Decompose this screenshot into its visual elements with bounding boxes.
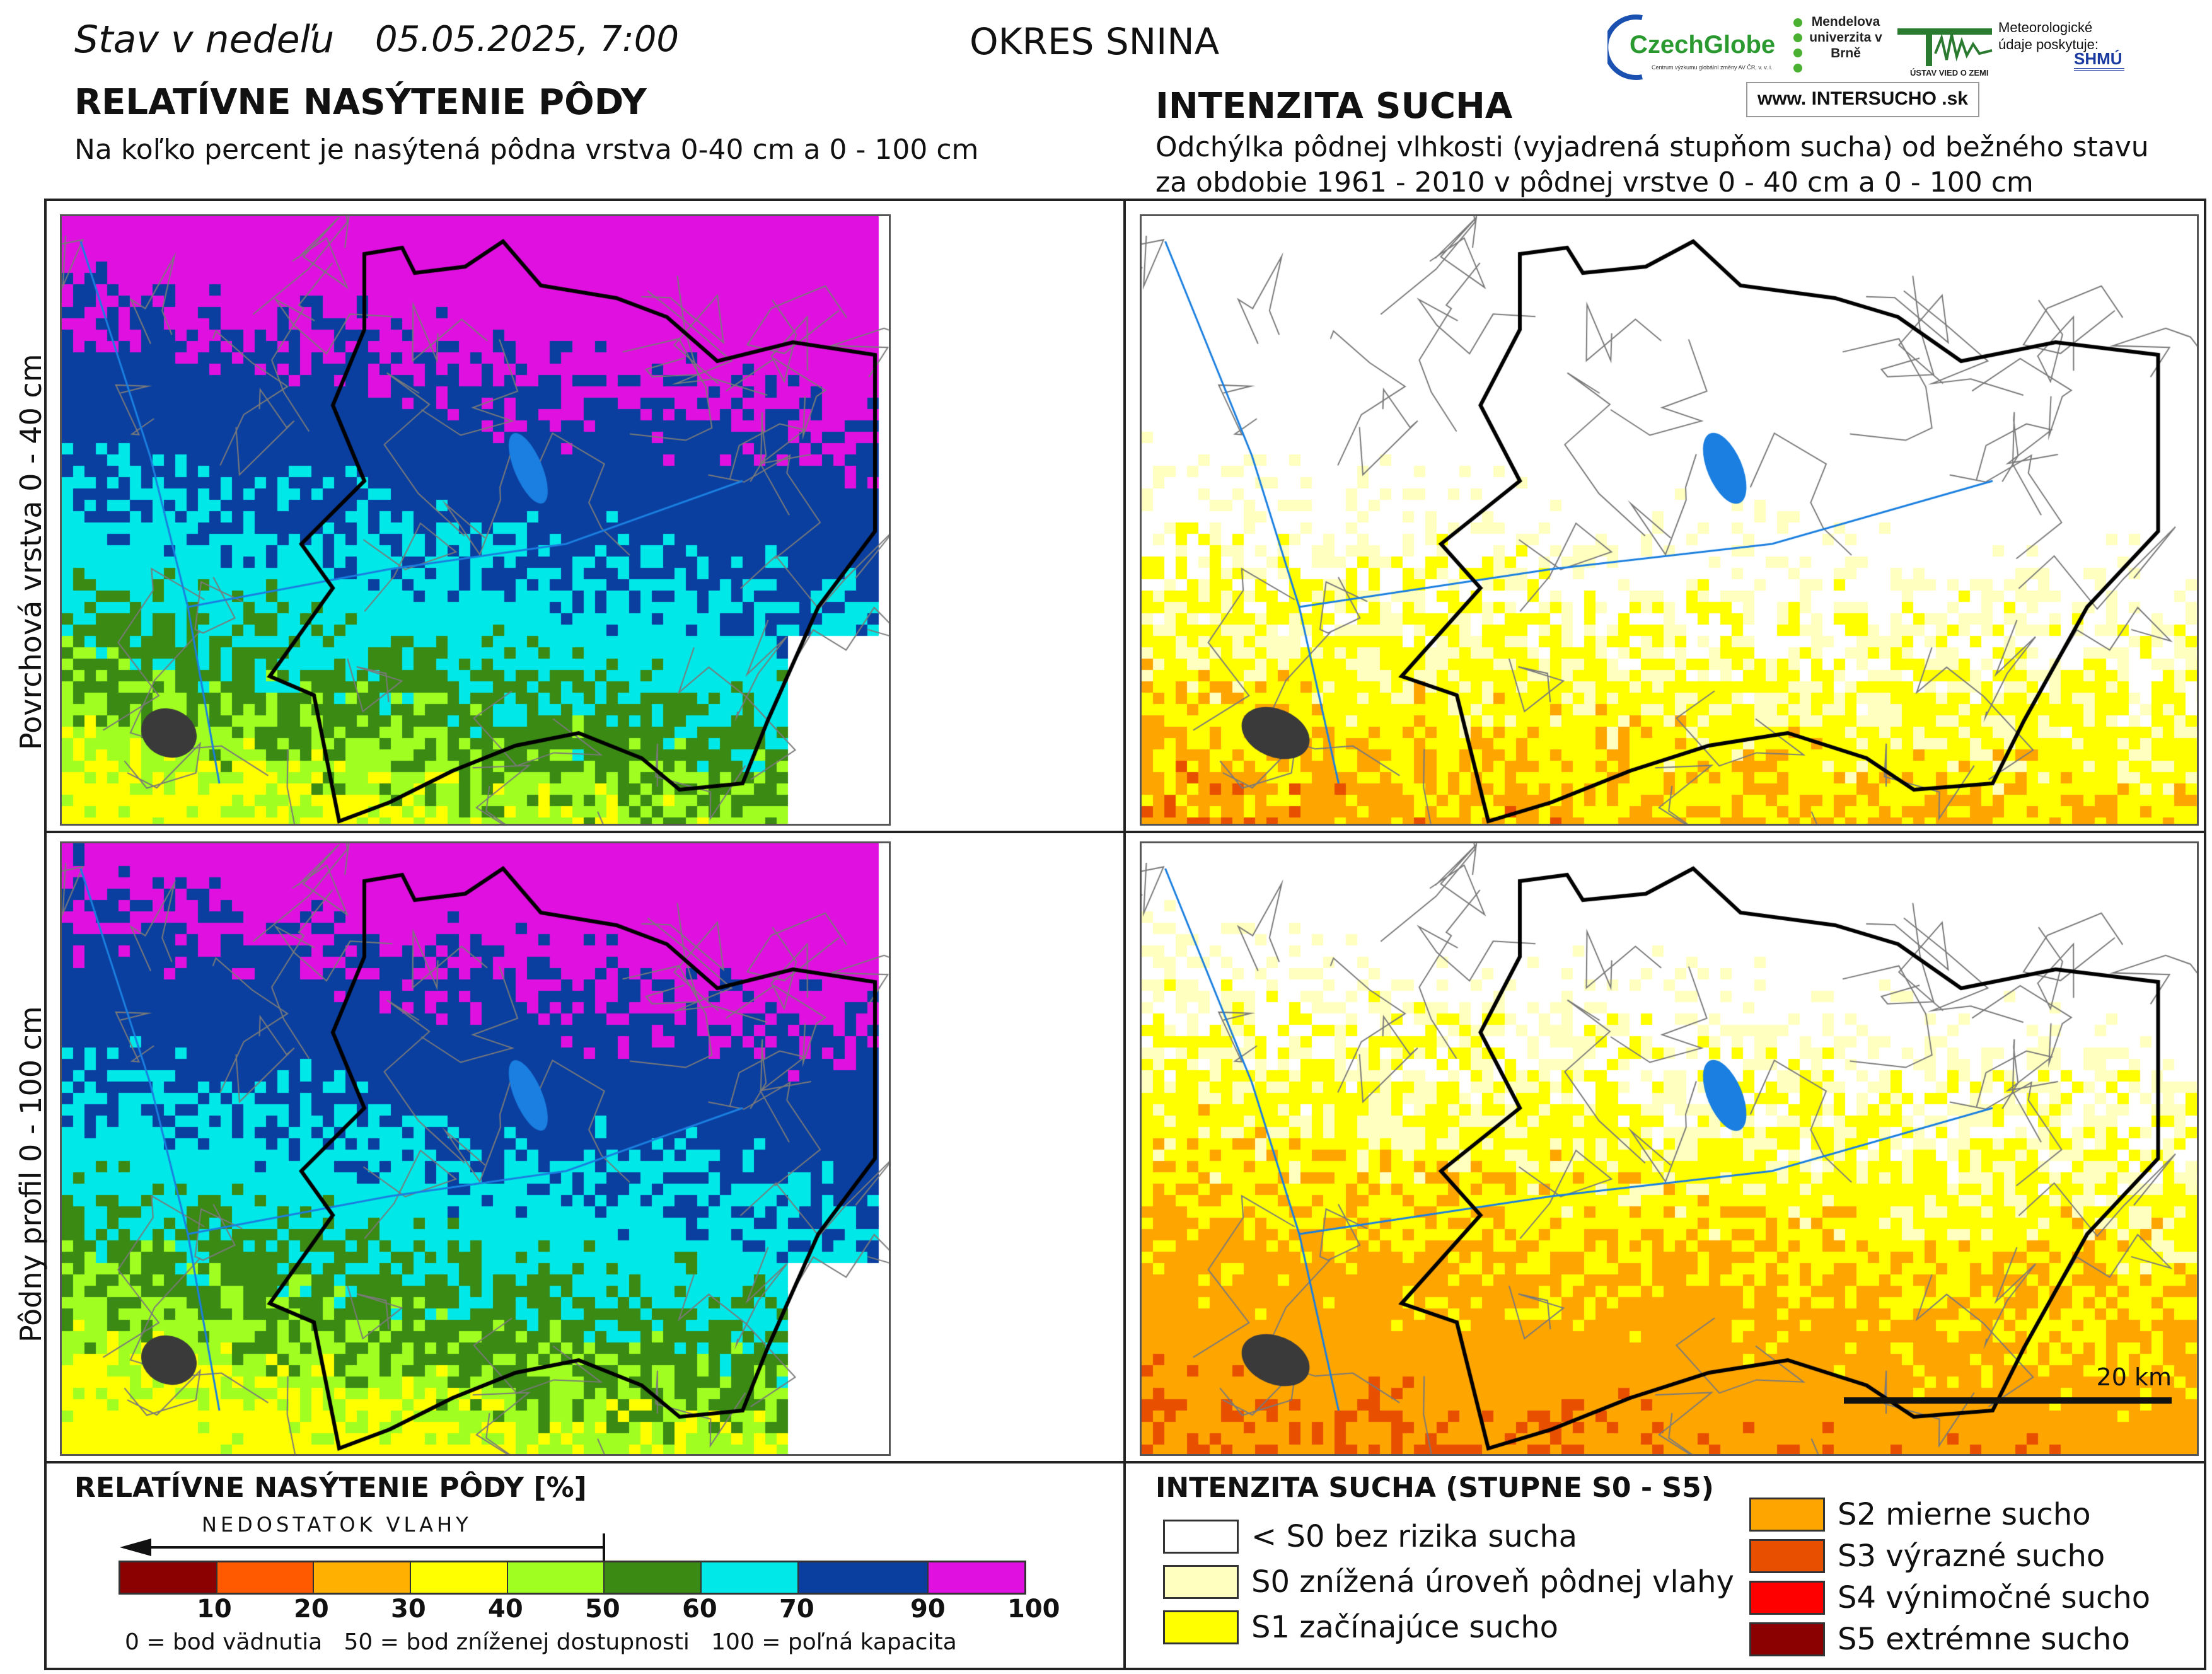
left-title: RELATÍVNE NASÝTENIE PÔDY <box>74 82 647 123</box>
colorbar-segment <box>410 1562 508 1593</box>
drought-legend-item: S4 výnimočné sucho <box>1749 1580 2150 1615</box>
map-saturation-topsoil[interactable] <box>60 214 891 826</box>
saturation-colorbar <box>119 1561 1026 1595</box>
map-drought-topsoil-canvas <box>1142 216 2197 824</box>
legend-label: < S0 bez rizika sucha <box>1251 1519 1578 1554</box>
state-label: Stav v nedeľu <box>74 18 335 62</box>
shmu-logo: SHMÚ <box>2074 49 2124 71</box>
colorbar-segment <box>507 1562 605 1593</box>
colorbar-tick-label: 100 <box>1007 1595 1060 1624</box>
colorbar-segment <box>314 1562 411 1593</box>
colorbar-segment <box>217 1562 315 1593</box>
uvoz-logo: ÚSTAV VIED O ZEMI <box>1891 19 1998 79</box>
left-subtitle: Na koľko percent je nasýtená pôdna vrstv… <box>74 134 979 166</box>
colorbar-tick-label: 70 <box>779 1595 814 1624</box>
uvoz-text: ÚSTAV VIED O ZEMI <box>1910 68 1988 78</box>
legend-label: S1 začínajúce sucho <box>1251 1610 1558 1645</box>
drought-legend-item: S3 výrazné sucho <box>1749 1538 2105 1574</box>
map-saturation-profile-canvas <box>62 843 889 1454</box>
right-subtitle-2: za obdobie 1961 - 2010 v pôdnej vrstve 0… <box>1155 166 2034 199</box>
deficit-label: NEDOSTATOK VLAHY <box>202 1513 472 1537</box>
colorbar-tick-label: 20 <box>294 1595 329 1624</box>
legend-divider <box>44 1461 2206 1463</box>
deficit-arrow <box>120 1533 605 1561</box>
drought-legend-title: INTENZITA SUCHA (STUPNE S0 - S5) <box>1155 1472 1714 1504</box>
legend-swatch <box>1749 1539 1825 1573</box>
drought-legend-item: < S0 bez rizika sucha <box>1163 1519 1577 1554</box>
colorbar-tick-label: 30 <box>391 1595 426 1624</box>
legend-label: S5 extrémne sucho <box>1838 1622 2130 1657</box>
colorbar-segment <box>605 1562 702 1593</box>
district-title: OKRES SNINA <box>970 20 1220 63</box>
legend-swatch <box>1749 1622 1825 1656</box>
scale-bar-label: 20 km <box>2096 1363 2172 1391</box>
row-label-top: Povrchová vrstva 0 - 40 cm <box>14 354 48 750</box>
scale-bar <box>1844 1397 2172 1404</box>
colorbar-segment <box>798 1562 929 1593</box>
colorbar-tick-label: 10 <box>197 1595 232 1624</box>
czechglobe-text: CzechGlobe <box>1630 31 1775 59</box>
colorbar-tick-label: 50 <box>585 1595 620 1624</box>
czechglobe-logo: CzechGlobe Centrum výzkumu globální změn… <box>1603 11 1790 81</box>
map-saturation-profile[interactable] <box>60 841 891 1456</box>
colorbar-segment <box>120 1562 217 1593</box>
colorbar-segment <box>701 1562 799 1593</box>
legend-swatch <box>1163 1520 1239 1554</box>
frame-divider <box>1123 199 1126 1670</box>
map-drought-topsoil[interactable] <box>1140 214 2199 826</box>
mendel-logo: Mendelova univerzita v Brně <box>1790 14 1885 83</box>
legend-label: S0 znížená úroveň pôdnej vlahy <box>1251 1564 1734 1600</box>
drought-legend-item: S5 extrémne sucho <box>1749 1622 2130 1657</box>
legend-swatch <box>1749 1581 1825 1615</box>
drought-legend-item: S2 mierne sucho <box>1749 1497 2091 1532</box>
intersucho-web[interactable]: www. INTERSUCHO .sk <box>1746 82 1979 117</box>
map-drought-profile-canvas <box>1142 843 2197 1454</box>
colorbar-tick-label: 40 <box>488 1595 523 1624</box>
right-subtitle-1: Odchýlka pôdnej vlhkosti (vyjadrená stup… <box>1155 131 2149 163</box>
legend-swatch <box>1163 1565 1239 1599</box>
colorbar-tick-label: 60 <box>682 1595 717 1624</box>
colorbar-tick-label: 90 <box>910 1595 946 1624</box>
legend-swatch <box>1749 1498 1825 1532</box>
mendel-text: Mendelova univerzita v Brně <box>1809 14 1882 61</box>
drought-legend-item: S1 začínajúce sucho <box>1163 1610 1558 1645</box>
saturation-ticks: 10 20 30 40 50 60 70 90 100 <box>119 1595 1060 1626</box>
meteo-label: Meteorologické údaje poskytuje: <box>1998 20 2099 52</box>
saturation-legend-title: RELATÍVNE NASÝTENIE PÔDY [%] <box>74 1472 587 1504</box>
legend-label: S2 mierne sucho <box>1838 1497 2091 1532</box>
colorbar-segment <box>929 1562 1024 1593</box>
row-label-bottom: Pôdny profil 0 - 100 cm <box>14 1006 48 1342</box>
czechglobe-sub: Centrum výzkumu globální změny AV ČR, v.… <box>1652 64 1773 71</box>
row-divider <box>44 831 2206 833</box>
legend-label: S3 výrazné sucho <box>1838 1538 2105 1574</box>
map-saturation-topsoil-canvas <box>62 216 889 824</box>
legend-label: S4 výnimočné sucho <box>1838 1580 2151 1615</box>
map-drought-profile[interactable]: 20 km <box>1140 841 2199 1456</box>
datetime: 05.05.2025, 7:00 <box>375 19 679 60</box>
drought-legend-item: S0 znížená úroveň pôdnej vlahy <box>1163 1564 1734 1600</box>
saturation-footnote: 0 = bod vädnutia 50 = bod zníženej dostu… <box>125 1629 957 1655</box>
czechglobe-logo-mark: CzechGlobe Centrum výzkumu globální změn… <box>1603 14 1775 80</box>
legend-swatch <box>1163 1610 1239 1644</box>
right-title: INTENZITA SUCHA <box>1155 86 1513 127</box>
